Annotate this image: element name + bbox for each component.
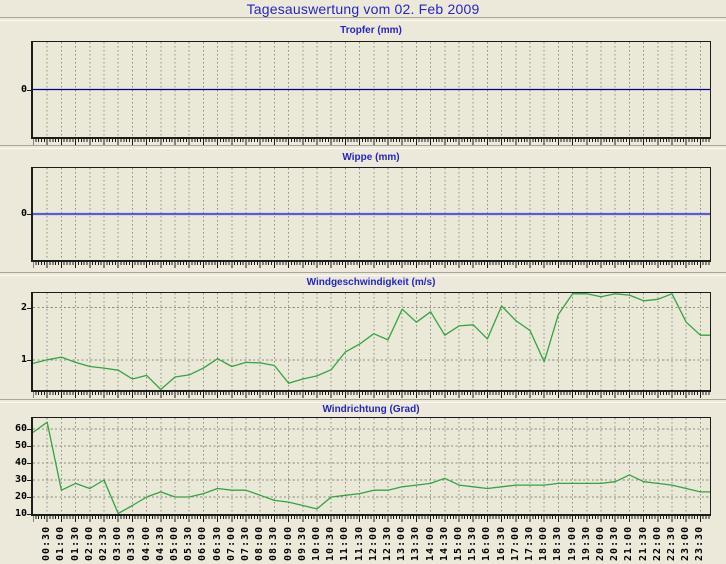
x-axis-label: 08:30 bbox=[268, 525, 280, 561]
x-axis-label: 22:00 bbox=[651, 525, 663, 561]
y-axis-label: 20 bbox=[14, 491, 27, 502]
y-axis-tick bbox=[27, 308, 31, 309]
x-axis-label: 11:00 bbox=[339, 525, 351, 561]
x-axis-label: 17:00 bbox=[509, 525, 521, 561]
panel-plot-tropfer bbox=[31, 41, 711, 139]
x-axis-tick-strip bbox=[33, 262, 710, 268]
x-axis-label: 09:30 bbox=[296, 525, 308, 561]
x-axis-label: 08:00 bbox=[254, 525, 266, 561]
y-axis-tick bbox=[27, 480, 31, 481]
y-axis-tick bbox=[27, 463, 31, 464]
x-axis-label: 07:00 bbox=[225, 525, 237, 561]
x-axis-label: 06:30 bbox=[211, 525, 223, 561]
y-axis-label: 10 bbox=[14, 508, 27, 519]
windgeschwindigkeit-chart bbox=[33, 293, 710, 390]
x-axis-label: 22:30 bbox=[666, 525, 677, 561]
panel-title-windgeschwindigkeit: Windgeschwindigkeit (m/s) bbox=[306, 277, 436, 288]
tropfer-chart bbox=[33, 42, 710, 137]
windrichtung-chart bbox=[33, 418, 710, 514]
y-axis-tick bbox=[27, 497, 31, 498]
y-axis-label: 40 bbox=[14, 457, 27, 469]
windgeschwindigkeit-line bbox=[33, 293, 710, 390]
x-axis-label: 20:30 bbox=[609, 525, 621, 561]
x-axis-label: 07:30 bbox=[240, 525, 251, 561]
panel-title-tropfer: Tropfer (mm) bbox=[340, 25, 402, 36]
x-axis-label: 09:00 bbox=[282, 525, 294, 561]
x-axis-label: 11:30 bbox=[353, 525, 365, 561]
x-axis-label: 17:30 bbox=[524, 525, 535, 561]
x-axis-label: 18:30 bbox=[552, 525, 564, 561]
x-axis-label: 03:00 bbox=[112, 525, 124, 561]
x-axis-label: 23:30 bbox=[694, 525, 706, 561]
x-axis-label: 19:00 bbox=[566, 525, 578, 561]
x-axis-label: 05:00 bbox=[169, 525, 180, 561]
x-axis-label: 13:00 bbox=[396, 525, 408, 561]
section-divider bbox=[0, 399, 726, 403]
panel-plot-wippe bbox=[31, 167, 711, 262]
y-axis-label: 60 bbox=[14, 423, 27, 435]
x-axis-label: 03:30 bbox=[126, 525, 138, 561]
y-axis-label: 0 bbox=[20, 208, 27, 219]
y-axis-tick bbox=[27, 90, 31, 91]
x-axis-label: 02:30 bbox=[98, 525, 109, 561]
x-axis-label: 00:30 bbox=[41, 525, 53, 561]
x-axis-label: 21:00 bbox=[623, 525, 635, 561]
x-axis-label: 16:00 bbox=[481, 525, 493, 561]
x-axis-label: 01:30 bbox=[69, 525, 81, 561]
x-axis-label: 04:30 bbox=[154, 525, 166, 561]
x-axis-tick-strip bbox=[33, 392, 710, 398]
x-axis-tick-strip bbox=[33, 139, 710, 145]
x-axis-label: 18:00 bbox=[538, 525, 550, 561]
windrichtung-line bbox=[33, 421, 710, 514]
x-axis-label: 10:00 bbox=[311, 525, 322, 561]
x-axis-label: 06:00 bbox=[197, 525, 209, 561]
panel-plot-windrichtung bbox=[31, 417, 711, 516]
x-axis-label: 13:30 bbox=[410, 525, 422, 561]
section-divider bbox=[0, 17, 726, 21]
x-axis-label: 05:30 bbox=[183, 525, 195, 561]
panel-title-windrichtung: Windrichtung (Grad) bbox=[322, 404, 420, 415]
y-axis-label: 50 bbox=[14, 440, 27, 452]
y-axis-label: 2 bbox=[20, 301, 27, 313]
wippe-chart bbox=[33, 168, 710, 260]
section-divider bbox=[0, 272, 726, 276]
x-axis-label: 12:00 bbox=[367, 525, 379, 561]
y-axis-label: 30 bbox=[14, 474, 27, 486]
x-axis-label: 19:30 bbox=[580, 525, 592, 561]
y-axis-tick bbox=[27, 514, 31, 515]
x-axis-label: 15:00 bbox=[453, 525, 464, 561]
x-axis-label: 14:00 bbox=[424, 525, 436, 561]
panel-title-wippe: Wippe (mm) bbox=[342, 152, 400, 163]
y-axis-label: 1 bbox=[20, 353, 27, 365]
x-axis-label: 16:30 bbox=[495, 525, 507, 561]
y-axis-tick bbox=[27, 360, 31, 361]
y-axis-tick bbox=[27, 429, 31, 430]
x-axis-label: 01:00 bbox=[55, 525, 67, 561]
x-axis-label: 20:00 bbox=[595, 525, 606, 561]
y-axis-tick bbox=[27, 214, 31, 215]
y-axis-label: 0 bbox=[20, 83, 27, 95]
page-title: Tagesauswertung vom 02. Feb 2009 bbox=[246, 1, 480, 17]
x-axis-label: 14:30 bbox=[438, 525, 450, 561]
panel-plot-windgeschwindigkeit bbox=[31, 292, 711, 392]
x-axis-label: 23:00 bbox=[680, 525, 692, 561]
x-axis-label: 02:00 bbox=[83, 525, 95, 561]
x-axis-label: 12:30 bbox=[382, 525, 393, 561]
x-axis-label: 15:30 bbox=[467, 525, 479, 561]
x-axis-tick-strip bbox=[33, 516, 710, 522]
x-axis-label: 10:30 bbox=[325, 525, 337, 561]
x-axis-label: 21:30 bbox=[637, 525, 649, 561]
x-axis-label: 04:00 bbox=[140, 525, 152, 561]
y-axis-tick bbox=[27, 446, 31, 447]
section-divider bbox=[0, 145, 726, 149]
